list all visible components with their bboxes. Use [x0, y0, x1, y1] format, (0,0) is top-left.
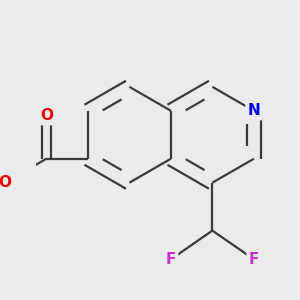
Text: O: O	[40, 108, 53, 123]
Text: N: N	[248, 103, 260, 118]
Text: F: F	[249, 252, 259, 267]
Text: F: F	[166, 252, 176, 267]
Text: O: O	[0, 175, 11, 190]
